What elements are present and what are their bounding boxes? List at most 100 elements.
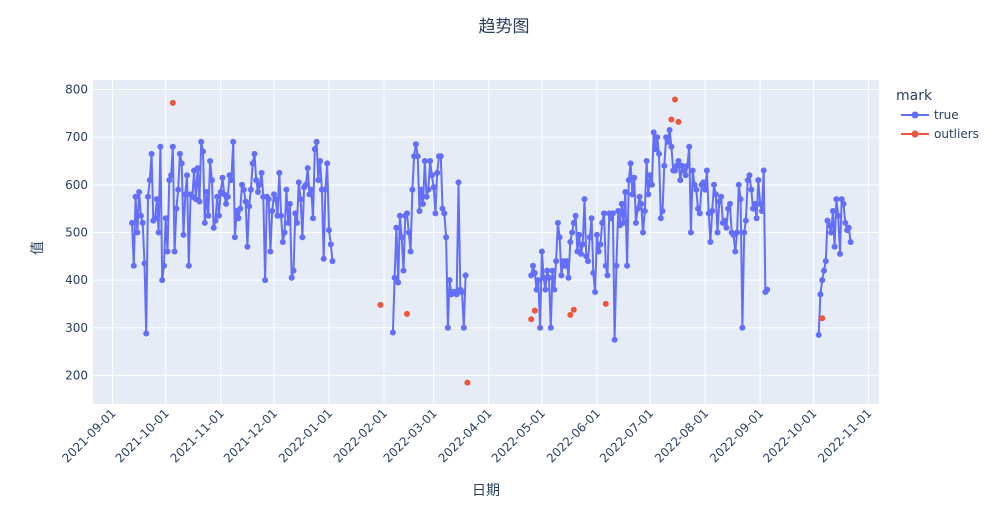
- data-point-true: [663, 134, 670, 141]
- data-point-true: [620, 219, 627, 226]
- data-point-true: [567, 239, 574, 245]
- data-point-true: [414, 153, 421, 160]
- data-point-true: [815, 331, 822, 338]
- data-point-true: [455, 179, 462, 186]
- data-point-true: [396, 212, 403, 219]
- data-point-true: [228, 177, 235, 184]
- data-point-true: [288, 274, 295, 281]
- data-point-true: [664, 138, 671, 145]
- data-point-true: [207, 158, 214, 164]
- data-point-true: [632, 219, 639, 226]
- data-point-true: [272, 196, 279, 203]
- data-point-true: [184, 172, 190, 179]
- data-point-true: [237, 205, 244, 212]
- data-point-true: [829, 208, 836, 214]
- data-point-true: [130, 262, 137, 269]
- data-point-true: [549, 267, 556, 274]
- data-point-true: [661, 162, 668, 169]
- data-point-true: [821, 267, 827, 274]
- data-point-true: [279, 239, 286, 245]
- data-point-true: [753, 215, 760, 222]
- data-point-true: [687, 229, 694, 236]
- data-point-true: [542, 286, 549, 293]
- data-point-true: [732, 248, 739, 255]
- data-point-true: [395, 279, 402, 286]
- data-point-true: [677, 177, 684, 184]
- data-point-true: [840, 200, 847, 207]
- data-point-true: [727, 200, 733, 207]
- data-point-true: [203, 189, 210, 195]
- data-point-true: [235, 215, 242, 222]
- y-tick-labels: 200 300 400 500 600 700 800: [65, 83, 88, 383]
- data-point-true: [735, 181, 742, 188]
- y-axis-title: 值: [30, 241, 46, 255]
- data-point-true: [295, 179, 302, 186]
- data-point-true: [657, 215, 664, 222]
- data-point-true: [625, 177, 632, 184]
- y-tick-label: 500: [65, 225, 88, 239]
- data-point-true: [577, 250, 584, 257]
- data-point-true: [691, 181, 698, 188]
- data-point-true: [409, 186, 416, 193]
- legend-label-outliers: outliers: [934, 127, 979, 141]
- data-point-true: [393, 224, 400, 231]
- data-point-true: [553, 258, 560, 265]
- y-tick-label: 600: [65, 178, 88, 192]
- data-point-true: [537, 324, 544, 331]
- data-point-true: [583, 253, 590, 260]
- data-point-true: [613, 262, 620, 269]
- legend-marker-outliers: [911, 130, 919, 138]
- data-point-true: [638, 200, 645, 207]
- data-point-true: [224, 193, 231, 200]
- data-point-true: [835, 212, 842, 219]
- data-point-true: [627, 160, 634, 167]
- data-point-true: [251, 150, 258, 157]
- legend: mark true outliers: [896, 88, 979, 141]
- data-point-true: [157, 143, 164, 150]
- data-point-true: [744, 177, 751, 184]
- data-point-true: [247, 186, 254, 193]
- data-point-true: [547, 324, 554, 331]
- data-point-true: [240, 186, 247, 193]
- data-point-true: [418, 186, 425, 193]
- data-point-true: [615, 208, 622, 214]
- data-point-true: [845, 224, 852, 231]
- legend-marker-true: [911, 111, 919, 119]
- data-point-true: [590, 270, 597, 276]
- data-point-true: [244, 243, 251, 250]
- data-point-true: [554, 219, 561, 226]
- data-point-true: [145, 193, 151, 200]
- data-point-true: [315, 177, 322, 184]
- series-outliers: [169, 96, 826, 386]
- data-point-true: [194, 165, 201, 172]
- data-point-true: [428, 172, 435, 179]
- data-point-true: [535, 277, 542, 284]
- data-point-true: [308, 186, 315, 193]
- data-point-true: [563, 258, 570, 265]
- data-point-true: [689, 167, 696, 174]
- data-point-true: [680, 167, 687, 174]
- data-point-true: [569, 229, 576, 236]
- y-tick-label: 400: [65, 273, 88, 287]
- data-point-true: [675, 158, 682, 164]
- data-point-true: [137, 212, 144, 219]
- data-point-true: [546, 274, 552, 281]
- data-point-true: [700, 179, 707, 186]
- data-point-true: [306, 191, 313, 198]
- data-point-true: [324, 160, 331, 167]
- data-point-true: [831, 243, 838, 250]
- data-point-true: [540, 274, 547, 281]
- data-point-true: [169, 143, 176, 150]
- data-point-true: [443, 234, 450, 241]
- legend-label-true: true: [934, 108, 959, 122]
- data-point-true: [389, 329, 396, 336]
- data-point-true: [171, 248, 178, 255]
- data-point-true: [416, 208, 423, 214]
- data-point-true: [822, 258, 829, 265]
- legend-item-outliers[interactable]: outliers: [901, 127, 979, 141]
- data-point-true: [427, 158, 434, 164]
- legend-item-true[interactable]: true: [901, 108, 959, 122]
- data-point-true: [262, 277, 269, 284]
- data-point-true: [530, 262, 536, 269]
- data-point-true: [634, 205, 641, 212]
